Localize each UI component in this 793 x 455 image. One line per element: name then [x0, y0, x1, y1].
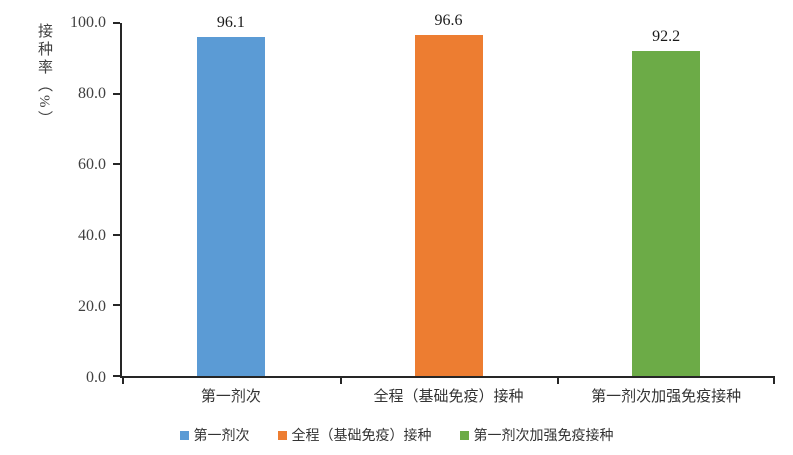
legend-item: 全程（基础免疫）接种	[277, 425, 432, 445]
x-tick-mark	[773, 378, 775, 384]
x-tick-mark	[339, 378, 342, 384]
bar-value-label: 92.2	[652, 27, 681, 45]
y-tick-label: 100.0	[70, 14, 106, 31]
y-tick-mark	[113, 92, 120, 95]
bar	[414, 35, 483, 376]
bar	[196, 36, 265, 376]
legend-label: 全程（基础免疫）接种	[291, 429, 432, 444]
plot-area: 96.1 第一剂次 96.6 全程（基础免疫）接种 92.2 第一剂次加强免疫接种	[113, 12, 775, 405]
x-category-label: 第一剂次	[200, 389, 261, 405]
bar-value-label: 96.1	[216, 13, 245, 31]
legend-label: 第一剂次加强免疫接种	[473, 429, 614, 444]
x-category-label: 第一剂次加强免疫接种	[591, 389, 742, 405]
legend-item: 第一剂次	[179, 425, 250, 445]
legend-swatch	[179, 430, 189, 440]
legend-swatch	[459, 430, 469, 440]
bar-value-label: 96.6	[434, 12, 463, 30]
y-tick-mark	[113, 375, 120, 377]
y-tick-label: 40.0	[78, 227, 106, 244]
legend-swatch	[277, 430, 287, 440]
legend-label: 第一剂次	[193, 429, 250, 444]
x-category-label: 全程（基础免疫）接种	[373, 389, 524, 405]
y-tick-mark	[113, 163, 120, 166]
x-tick-mark	[122, 378, 124, 384]
y-tick-label: 20.0	[78, 298, 106, 315]
bar	[632, 50, 701, 376]
legend-item: 第一剂次加强免疫接种	[459, 425, 614, 445]
x-tick-mark	[557, 378, 560, 384]
y-tick-label: 0.0	[86, 369, 106, 386]
y-tick-mark	[113, 233, 120, 236]
legend: 第一剂次 全程（基础免疫）接种 第一剂次加强免疫接种	[0, 425, 793, 445]
y-tick-label: 80.0	[78, 85, 106, 102]
y-axis-title: 接种率（%）	[36, 23, 52, 129]
y-tick-label: 60.0	[78, 156, 106, 173]
y-tick-mark	[113, 22, 120, 24]
y-tick-mark	[113, 304, 120, 307]
